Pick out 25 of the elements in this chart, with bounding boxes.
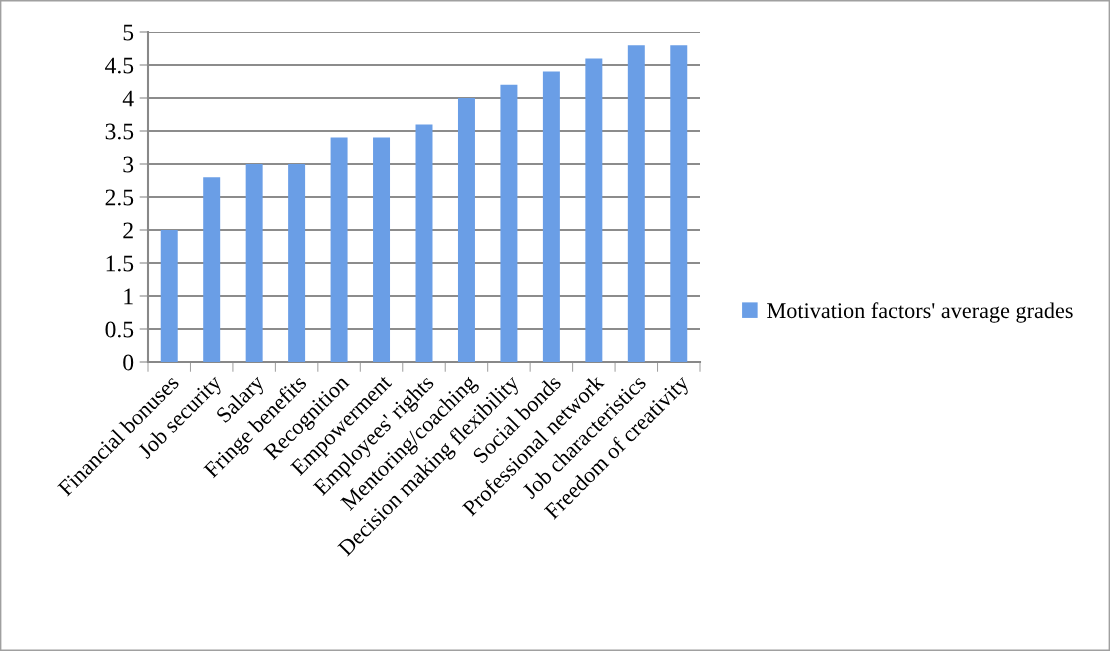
y-tick-label: 3.5	[105, 123, 134, 140]
y-tick-label: 0.5	[105, 321, 134, 338]
y-tick-label: 1.5	[106, 255, 134, 272]
bar	[457, 98, 475, 362]
y-tick-label: 2.5	[105, 189, 134, 206]
bar	[288, 164, 306, 362]
bar	[160, 230, 178, 362]
y-tick-label: 3	[123, 156, 134, 173]
y-tick-label: 2	[123, 222, 133, 239]
bar	[330, 137, 348, 362]
bar	[670, 45, 688, 362]
bar	[245, 164, 263, 362]
y-tick-label: 4.5	[105, 57, 134, 74]
bar	[627, 45, 645, 362]
bar	[500, 84, 518, 362]
legend-label: Motivation factors' average grades	[767, 302, 1073, 323]
y-tick-label: 5	[123, 24, 134, 41]
bar	[542, 71, 560, 362]
y-tick-label: 1	[124, 288, 133, 305]
bar	[203, 177, 221, 362]
bar	[415, 124, 433, 362]
bar	[373, 137, 391, 362]
y-tick-label: 0	[123, 354, 134, 371]
bar	[585, 58, 603, 362]
y-tick-label: 4	[122, 90, 134, 107]
